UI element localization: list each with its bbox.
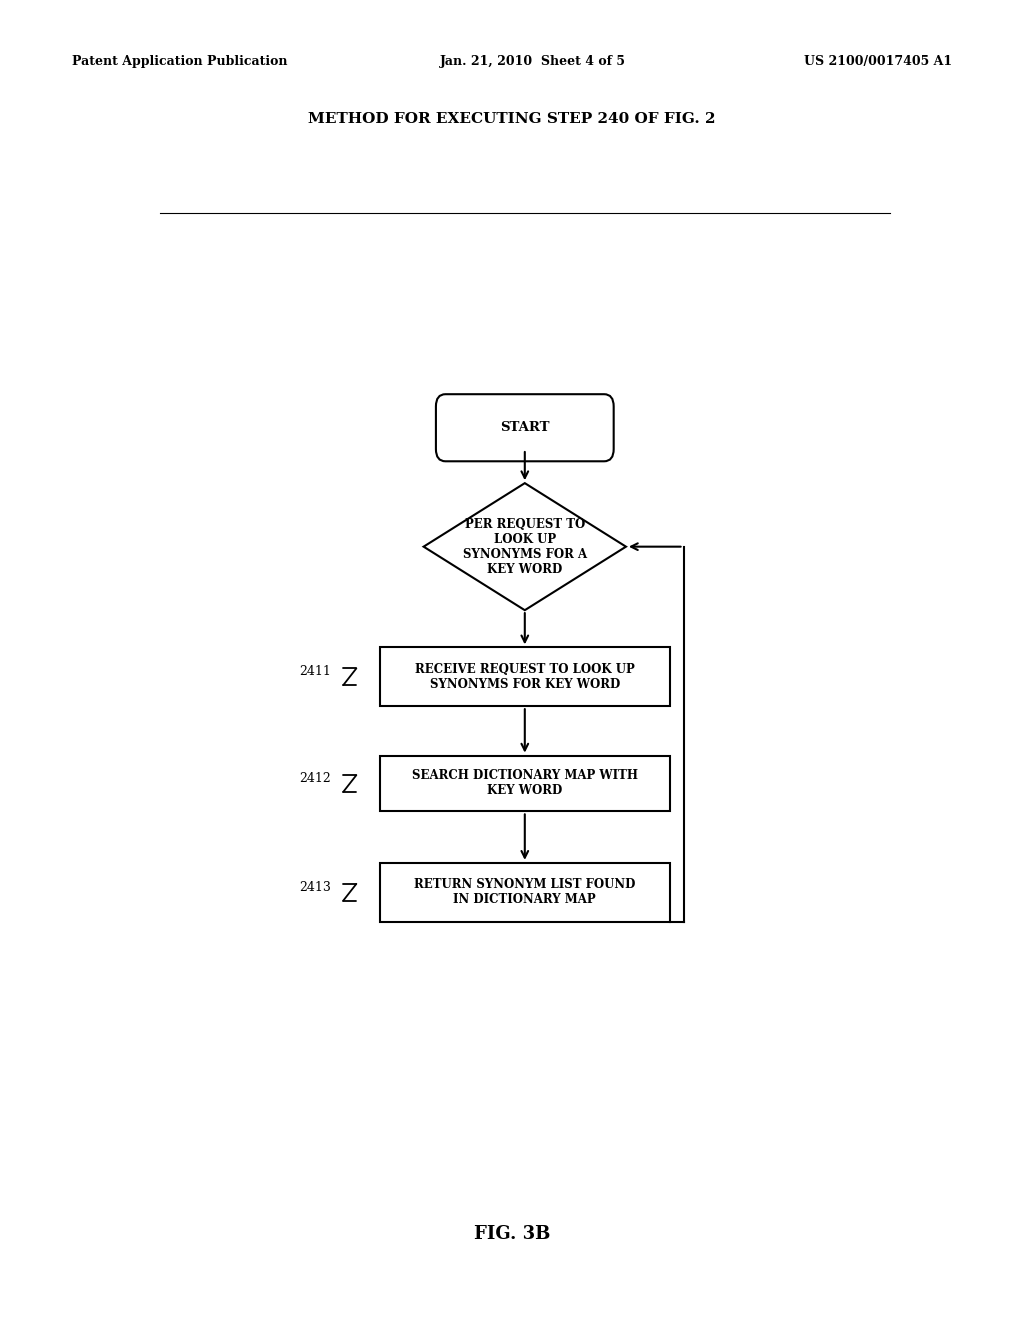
Text: METHOD FOR EXECUTING STEP 240 OF FIG. 2: METHOD FOR EXECUTING STEP 240 OF FIG. 2 <box>308 112 716 127</box>
Text: RETURN SYNONYM LIST FOUND
IN DICTIONARY MAP: RETURN SYNONYM LIST FOUND IN DICTIONARY … <box>414 878 636 907</box>
Text: START: START <box>500 421 550 434</box>
Text: 2412: 2412 <box>299 772 331 785</box>
Text: PER REQUEST TO
LOOK UP
SYNONYMS FOR A
KEY WORD: PER REQUEST TO LOOK UP SYNONYMS FOR A KE… <box>463 517 587 576</box>
Bar <box>380 863 670 921</box>
Polygon shape <box>424 483 626 610</box>
Text: RECEIVE REQUEST TO LOOK UP
SYNONYMS FOR KEY WORD: RECEIVE REQUEST TO LOOK UP SYNONYMS FOR … <box>415 663 635 690</box>
Text: 2413: 2413 <box>299 880 331 894</box>
FancyBboxPatch shape <box>436 395 613 461</box>
Bar <box>380 755 670 812</box>
Text: Patent Application Publication: Patent Application Publication <box>72 55 287 69</box>
Text: 2411: 2411 <box>299 665 331 678</box>
Text: FIG. 3B: FIG. 3B <box>474 1225 550 1243</box>
Text: SEARCH DICTIONARY MAP WITH
KEY WORD: SEARCH DICTIONARY MAP WITH KEY WORD <box>412 770 638 797</box>
Text: Jan. 21, 2010  Sheet 4 of 5: Jan. 21, 2010 Sheet 4 of 5 <box>440 55 627 69</box>
Text: US 2100/0017405 A1: US 2100/0017405 A1 <box>804 55 952 69</box>
Bar <box>380 647 670 706</box>
